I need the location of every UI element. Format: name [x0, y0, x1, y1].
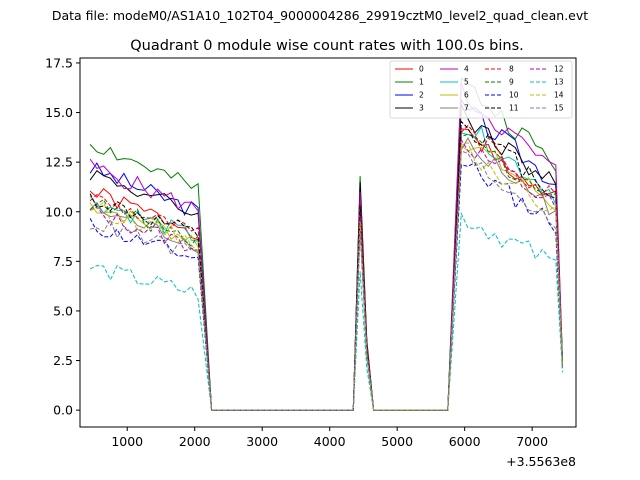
legend-box — [389, 60, 573, 119]
series-line-0 — [89, 128, 563, 411]
x-axis-offset-label: +3.5563e8 — [506, 454, 576, 469]
series-line-15 — [90, 150, 563, 411]
y-tick-label: 0.0 — [53, 403, 73, 418]
series-line-3 — [89, 104, 563, 411]
legend-label-9: 9 — [509, 78, 514, 87]
chart-suptitle: Data file: modeM0/AS1A10_102T04_90000042… — [52, 8, 588, 23]
x-axis-ticks: 1000 2000 3000 4000 5000 6000 7000 — [111, 427, 548, 449]
x-tick-label: 2000 — [179, 434, 211, 449]
legend-label-4: 4 — [464, 65, 469, 74]
series-line-13 — [89, 211, 563, 411]
legend-label-3: 3 — [419, 104, 424, 113]
series-line-11 — [89, 120, 563, 411]
legend-label-6: 6 — [464, 91, 469, 100]
x-tick-label: 1000 — [111, 434, 143, 449]
series-line-1 — [89, 76, 563, 411]
x-tick-label: 6000 — [449, 434, 481, 449]
series-line-4 — [89, 82, 563, 411]
x-tick-label: 7000 — [516, 434, 548, 449]
y-tick-label: 7.5 — [53, 254, 73, 269]
y-tick-label: 15.0 — [45, 105, 73, 120]
y-axis-ticks: 0.0 2.5 5.0 7.5 10.0 12.5 15.0 17.5 — [45, 55, 80, 418]
legend-label-5: 5 — [464, 78, 469, 87]
legend-label-2: 2 — [419, 91, 424, 100]
series-line-14 — [89, 142, 563, 411]
legend-label-15: 15 — [554, 104, 564, 113]
series-line-2 — [89, 98, 563, 411]
series-line-10 — [89, 161, 563, 411]
legend-label-0: 0 — [419, 65, 424, 74]
legend-label-11: 11 — [509, 104, 519, 113]
y-tick-label: 12.5 — [45, 155, 73, 170]
x-tick-label: 3000 — [246, 434, 278, 449]
legend-label-7: 7 — [464, 104, 469, 113]
series-line-9 — [89, 133, 563, 411]
legend-label-1: 1 — [419, 78, 424, 87]
series-line-7 — [89, 137, 563, 411]
legend-label-8: 8 — [509, 65, 514, 74]
legend-label-12: 12 — [554, 65, 564, 74]
x-tick-label: 5000 — [381, 434, 413, 449]
series-line-12 — [89, 138, 563, 411]
y-tick-label: 10.0 — [45, 204, 73, 219]
y-tick-label: 17.5 — [45, 55, 73, 70]
series-line-8 — [89, 124, 563, 411]
legend-label-10: 10 — [509, 91, 519, 100]
axes-frame — [79, 57, 577, 428]
y-tick-label: 2.5 — [53, 353, 73, 368]
legend-label-13: 13 — [554, 78, 564, 87]
y-tick-label: 5.0 — [53, 303, 73, 318]
plot-series-group — [89, 76, 563, 411]
x-tick-label: 4000 — [314, 434, 346, 449]
series-line-6 — [89, 144, 563, 411]
chart-title: Quadrant 0 module wise count rates with … — [130, 38, 524, 54]
legend-label-14: 14 — [554, 91, 564, 100]
